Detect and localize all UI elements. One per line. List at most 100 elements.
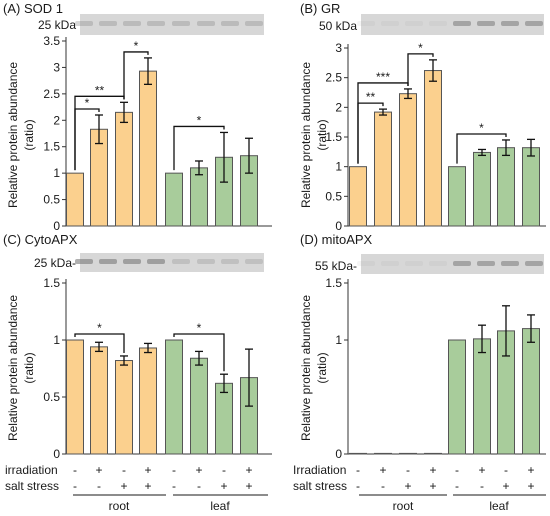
panel-c-ylabel-line2: (ratio) bbox=[22, 352, 36, 383]
panel-b-y-tick-label: 2.5 bbox=[325, 71, 342, 85]
panel-d-blot-band bbox=[477, 261, 495, 266]
salt-stress-sign: - bbox=[381, 479, 385, 493]
panel-b-bar bbox=[497, 147, 515, 227]
panel-c-bar bbox=[66, 339, 84, 455]
panel-c-significance-label: * bbox=[197, 321, 202, 335]
panel-c-significance-bracket bbox=[74, 333, 125, 353]
panel-b-blot-band bbox=[429, 21, 447, 26]
panel-d-blot-band bbox=[453, 261, 471, 266]
panel-a-y-tick-label: 3 bbox=[53, 60, 60, 74]
panel-a-y-tick-label: 0.5 bbox=[43, 193, 60, 207]
irradiation-sign: + bbox=[429, 463, 436, 477]
panel-d-bar bbox=[399, 452, 417, 455]
salt-stress-sign: - bbox=[197, 479, 201, 493]
panel-a-plot: 00.511.522.533.5***** bbox=[43, 21, 272, 233]
irradiation-sign: - bbox=[455, 463, 459, 477]
panel-d-plot: 011.5 bbox=[325, 261, 546, 461]
panel-a-bar bbox=[115, 111, 133, 227]
panel-a-significance-label: ** bbox=[95, 83, 105, 97]
salt-stress-sign: - bbox=[73, 479, 77, 493]
panel-b-bar bbox=[424, 70, 442, 227]
salt-stress-sign: + bbox=[429, 479, 436, 493]
panel-b-blot-band bbox=[381, 21, 399, 26]
salt-stress-sign: - bbox=[480, 479, 484, 493]
panel-d-y-tick-label: 1 bbox=[335, 333, 342, 347]
panel-c-bar bbox=[190, 357, 208, 455]
panel-a-blot-band bbox=[99, 21, 117, 26]
root-label-left: root bbox=[109, 499, 130, 513]
salt-stress-sign: - bbox=[97, 479, 101, 493]
salt-stress-sign: + bbox=[120, 479, 127, 493]
panel-c-plot: 0 0.5 1 1.5 * * bbox=[43, 259, 272, 461]
panel-b-ylabel-line2: (ratio) bbox=[315, 119, 329, 150]
panel-d-ylabel-line1: Relative protein abundance bbox=[299, 295, 313, 441]
panel-a-significance-label: * bbox=[197, 113, 202, 127]
panel-b-ylabel-line1: Relative protein abundance bbox=[299, 62, 313, 208]
salt-stress-sign: + bbox=[527, 479, 534, 493]
panel-a-bar bbox=[66, 172, 84, 227]
panel-b-y-tick-label: 0.5 bbox=[325, 189, 342, 203]
panel-b-significance-label: * bbox=[418, 41, 423, 55]
panel-a-blot-band bbox=[147, 21, 165, 26]
irradiation-sign: - bbox=[172, 463, 176, 477]
panel-a-y-tick-label: 2.5 bbox=[43, 87, 60, 101]
panel-b-blot-image bbox=[361, 14, 544, 35]
panel-b-blot-band bbox=[453, 21, 471, 26]
irradiation-sign: - bbox=[73, 463, 77, 477]
salt-stress-sign: + bbox=[144, 479, 151, 493]
panel-c-significance-bracket bbox=[173, 333, 225, 372]
salt-stress-sign: + bbox=[220, 479, 227, 493]
treatment-table-left: irradiation salt stress - - + - - + + + - - + - - + + +… bbox=[5, 463, 268, 513]
panel-c-bar bbox=[115, 360, 133, 455]
panel-c-blot-band bbox=[245, 259, 263, 264]
panel-c-blot-band bbox=[197, 259, 215, 264]
treatment-signs-right: - - + - - + + + - - + - - + + + bbox=[356, 463, 535, 493]
panel-d-blot-band bbox=[381, 261, 399, 266]
panel-a-blot-band bbox=[197, 21, 215, 26]
irradiation-sign: - bbox=[406, 463, 410, 477]
panel-b-title: (B) GR bbox=[300, 1, 340, 16]
panel-d-blot-label: 55 kDa- bbox=[315, 259, 357, 273]
panel-a-bar bbox=[190, 167, 208, 227]
panel-a-ylabel-line1: Relative protein abundance bbox=[6, 62, 20, 208]
irradiation-sign: - bbox=[122, 463, 126, 477]
panel-a-blot-label: 25 kDa bbox=[38, 18, 76, 32]
panel-b-bar bbox=[522, 147, 540, 227]
irradiation-sign: + bbox=[195, 463, 202, 477]
irradiation-sign: + bbox=[144, 463, 151, 477]
panel-b-bar bbox=[448, 166, 466, 227]
irradiation-sign: - bbox=[356, 463, 360, 477]
panel-b-blot-band bbox=[405, 21, 423, 26]
panel-b-y-tick-label: 3 bbox=[335, 41, 342, 55]
panel-a-blot-band bbox=[172, 21, 190, 26]
panel-d-blot-band bbox=[405, 261, 423, 266]
panel-b-blot-label: 50 kDa bbox=[319, 19, 357, 33]
panel-a-significance-label: * bbox=[85, 96, 90, 110]
panel-d-blot-band bbox=[357, 261, 375, 266]
panel-c-y-tick-label: 0 bbox=[53, 447, 60, 461]
irradiation-label-left: irradiation bbox=[5, 463, 58, 477]
irradiation-label-right: Irradiation bbox=[293, 463, 346, 477]
panel-b-bar bbox=[399, 93, 417, 227]
panel-d-mitoapx: (D) mitoAPX 55 kDa- Relative protein abu… bbox=[299, 232, 546, 461]
irradiation-sign: + bbox=[379, 463, 386, 477]
leaf-label-left: leaf bbox=[210, 499, 230, 513]
panel-b-significance-label: *** bbox=[376, 70, 390, 84]
panel-d-title: (D) mitoAPX bbox=[300, 232, 373, 247]
panel-b-y-tick-label: 1.5 bbox=[325, 130, 342, 144]
panel-a-blot-band bbox=[221, 21, 239, 26]
panel-c-blot-band bbox=[221, 259, 239, 264]
panel-a-y-tick-label: 1.5 bbox=[43, 140, 60, 154]
panel-a-y-tick-label: 1 bbox=[53, 166, 60, 180]
salt-stress-label-right: salt stress bbox=[293, 479, 347, 493]
panel-a-y-tick-label: 0 bbox=[53, 219, 60, 233]
treatment-table-right: Irradiation salt stress - - + - - + + + - - + - - + + +… bbox=[293, 463, 546, 513]
panel-d-bar bbox=[349, 452, 367, 455]
panel-d-bar bbox=[424, 452, 442, 455]
panel-d-blot-band bbox=[501, 261, 519, 266]
panel-c-cytoapx: (C) CytoAPX 25 kDa- Relative protein abu… bbox=[3, 232, 272, 461]
panel-d-y-tick-label: 1.5 bbox=[325, 276, 342, 290]
salt-stress-label-left: salt stress bbox=[5, 479, 59, 493]
panel-d-bar bbox=[448, 339, 466, 455]
